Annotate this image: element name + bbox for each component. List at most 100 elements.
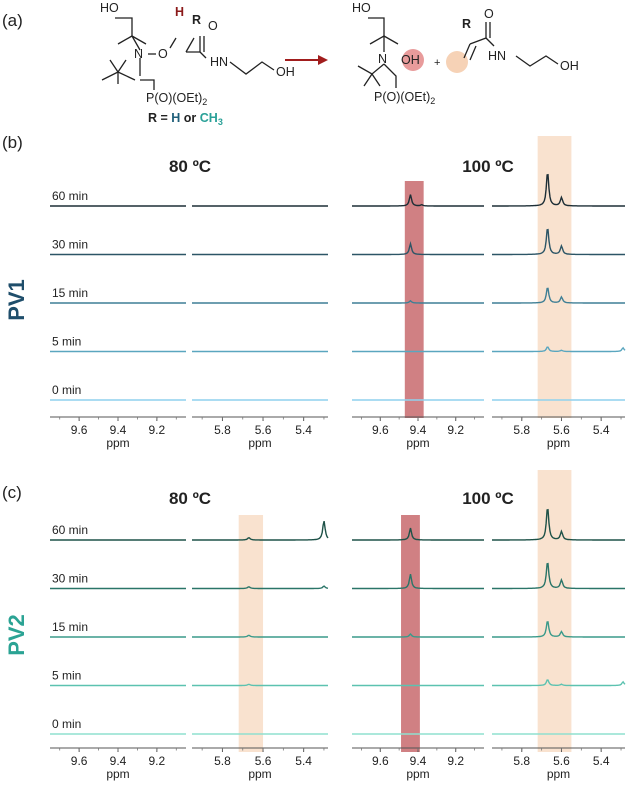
x-tick-label: 5.4 — [593, 754, 610, 768]
spectrum-trace — [492, 508, 625, 541]
product-atom-label: HO — [352, 1, 371, 15]
x-axis-unit-label: ppm — [406, 436, 429, 450]
panel-b-spectra: PV1 0 min 5 min 15 min 30 min 60 min 80 ºC 9.6 9… — [4, 136, 626, 450]
reaction-scheme: HO H R O N O HN OH P(O)(OEt)2 R = H or C… — [100, 1, 579, 127]
spectrum-trace — [352, 527, 484, 541]
polymer-label: PV2 — [4, 614, 29, 656]
reaction-arrow — [285, 55, 328, 65]
x-tick-label: 5.6 — [553, 754, 570, 768]
x-axis-unit-label: ppm — [106, 767, 129, 781]
time-label: 60 min — [52, 189, 88, 203]
product-structure — [357, 17, 559, 88]
x-tick-label: 5.8 — [513, 423, 530, 437]
temperature-label: 100 ºC — [462, 489, 514, 508]
product-atom-label: HN — [488, 49, 506, 63]
time-label: 15 min — [52, 620, 88, 634]
x-tick-label: 5.6 — [255, 423, 272, 437]
x-axis-unit-label: ppm — [248, 436, 271, 450]
x-tick-label: 9.4 — [410, 423, 427, 437]
spectrum-trace — [352, 573, 484, 590]
x-tick-label: 9.6 — [372, 423, 389, 437]
x-axis-unit-label: ppm — [106, 436, 129, 450]
x-tick-label: 9.2 — [149, 754, 166, 768]
x-tick-label: 9.6 — [71, 754, 88, 768]
reactant-atom-label: OH — [276, 65, 295, 79]
panel-a-label: (a) — [2, 11, 23, 30]
x-axis-unit-label: ppm — [547, 767, 570, 781]
panel-c-spectra: PV2 0 min 5 min 15 min 30 min 60 min 80 ºC 9.6 9… — [4, 470, 626, 781]
reactant-atom-label: P(O)(OEt)2 — [146, 91, 207, 107]
spectrum-trace — [492, 228, 625, 256]
spectrum-trace — [492, 679, 626, 687]
x-tick-label: 5.6 — [255, 754, 272, 768]
time-label: 5 min — [52, 335, 81, 349]
x-axis-unit-label: ppm — [547, 436, 570, 450]
reactant-atom-label: O — [158, 47, 168, 61]
spectrum-trace — [492, 346, 626, 353]
x-tick-label: 9.2 — [447, 754, 464, 768]
temperature-label: 80 ºC — [169, 157, 211, 176]
x-tick-label: 9.4 — [110, 423, 127, 437]
x-tick-label: 9.2 — [149, 423, 166, 437]
highlight-band — [404, 181, 424, 418]
x-tick-label: 9.4 — [410, 754, 427, 768]
spectrum-trace — [352, 632, 484, 638]
oh-highlight-circle — [402, 49, 424, 71]
plus-sign: + — [434, 57, 440, 69]
temperature-label: 100 ºC — [462, 157, 514, 176]
product-atom-label: N — [378, 52, 387, 66]
x-tick-label: 5.4 — [593, 423, 610, 437]
spectrum-trace — [492, 173, 625, 207]
reactant-atom-label: R — [192, 13, 201, 27]
reactant-atom-label: HN — [210, 55, 228, 69]
x-axis-unit-label: ppm — [248, 767, 271, 781]
highlight-band — [537, 470, 572, 752]
time-label: 0 min — [52, 383, 81, 397]
reactant-atom-label: O — [208, 19, 218, 33]
x-tick-label: 5.4 — [295, 754, 312, 768]
x-axis-unit-label: ppm — [406, 767, 429, 781]
reactant-atom-label: HO — [100, 1, 119, 15]
time-label: 60 min — [52, 523, 88, 537]
spectrum-trace — [192, 585, 329, 590]
alkene-highlight-circle — [446, 51, 468, 73]
panel-c-label: (c) — [2, 483, 22, 502]
x-tick-label: 9.2 — [447, 423, 464, 437]
temperature-label: 80 ºC — [169, 489, 211, 508]
time-label: 30 min — [52, 238, 88, 252]
spectrum-trace — [352, 194, 484, 207]
spectrum-trace — [492, 287, 625, 304]
product-atom-label: P(O)(OEt)2 — [374, 90, 435, 106]
highlight-band — [238, 515, 264, 752]
x-tick-label: 9.6 — [372, 754, 389, 768]
highlight-band — [537, 136, 572, 418]
spectrum-trace — [492, 562, 625, 590]
spectrum-trace — [192, 520, 329, 541]
x-tick-label: 5.8 — [214, 754, 231, 768]
x-tick-label: 9.4 — [110, 754, 127, 768]
reactant-atom-label: N — [134, 47, 143, 61]
x-tick-label: 5.8 — [214, 423, 231, 437]
polymer-label: PV1 — [4, 279, 29, 321]
product-atom-label: O — [484, 7, 494, 21]
panel-b-label: (b) — [2, 133, 23, 152]
product-atom-label: OH — [401, 53, 420, 67]
spectrum-trace — [492, 621, 625, 638]
x-tick-label: 5.6 — [553, 423, 570, 437]
time-label: 0 min — [52, 717, 81, 731]
time-label: 15 min — [52, 286, 88, 300]
spectrum-trace — [352, 299, 484, 304]
reactant-structure — [101, 17, 275, 90]
x-tick-label: 5.4 — [295, 423, 312, 437]
x-tick-label: 5.8 — [513, 754, 530, 768]
product-atom-label: R — [462, 17, 471, 31]
x-tick-label: 9.6 — [71, 423, 88, 437]
spectrum-trace — [192, 683, 328, 687]
spectrum-trace — [192, 634, 328, 638]
reactant-h-highlight: H — [175, 5, 184, 19]
spectrum-trace — [352, 240, 484, 256]
product-atom-label: OH — [560, 59, 579, 73]
time-label: 30 min — [52, 572, 88, 586]
time-label: 5 min — [52, 669, 81, 683]
